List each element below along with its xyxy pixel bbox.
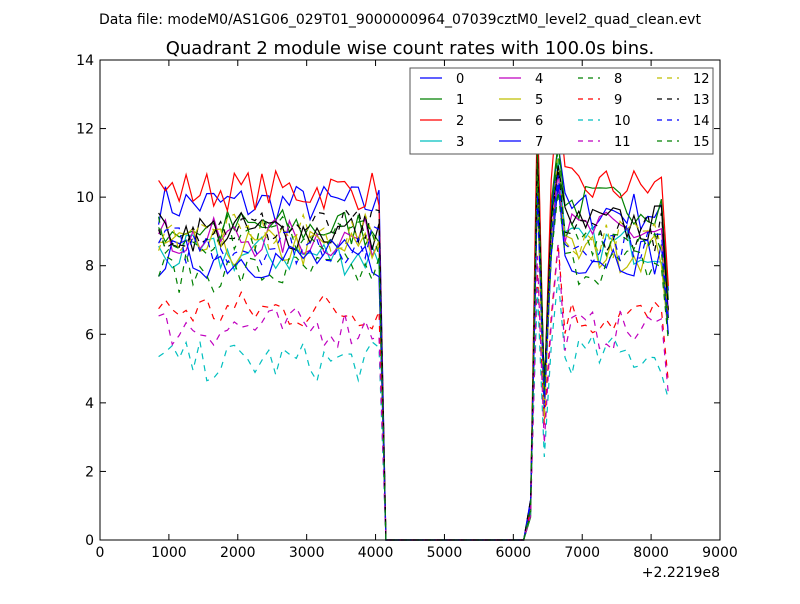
x-tick-label: 1000 — [151, 545, 187, 561]
series-layer — [158, 96, 669, 541]
series-line-5 — [158, 187, 669, 541]
legend-label-2: 2 — [456, 114, 464, 129]
x-tick-label: 6000 — [496, 545, 532, 561]
plot-frame — [99, 59, 721, 541]
series-line-4 — [158, 172, 669, 541]
y-tick-label: 10 — [76, 190, 94, 206]
legend-label-13: 13 — [693, 93, 710, 108]
legend-label-7: 7 — [535, 135, 543, 150]
x-tick-label: 8000 — [633, 545, 669, 561]
x-offset-label: +2.2219e8 — [642, 565, 720, 581]
legend-label-9: 9 — [614, 93, 622, 108]
x-tick-label: 2000 — [220, 545, 256, 561]
series-line-9 — [158, 243, 669, 541]
legend-box — [409, 67, 714, 155]
series-line-10 — [158, 276, 669, 541]
x-tick-label: 9000 — [702, 545, 738, 561]
series-line-12 — [158, 149, 669, 541]
legend-label-15: 15 — [693, 135, 710, 150]
chart-title: Quadrant 2 module wise count rates with … — [166, 38, 655, 59]
series-line-2 — [158, 96, 669, 541]
series-line-15 — [158, 145, 669, 541]
y-tick-label: 4 — [85, 396, 94, 412]
legend-label-4: 4 — [535, 72, 543, 87]
series-line-11 — [158, 244, 669, 541]
x-tick-label: 7000 — [564, 545, 600, 561]
x-tick-label: 4000 — [358, 545, 394, 561]
series-line-6 — [158, 148, 669, 541]
x-tick-label: 3000 — [289, 545, 325, 561]
data-file-label: Data file: modeM0/AS1G06_029T01_90000009… — [99, 12, 701, 28]
series-line-8 — [158, 186, 669, 541]
legend-label-11: 11 — [614, 135, 631, 150]
legend-label-1: 1 — [456, 93, 464, 108]
series-line-0 — [158, 143, 669, 541]
x-tick-label: 5000 — [427, 545, 463, 561]
legend-label-3: 3 — [456, 135, 464, 150]
legend-label-5: 5 — [535, 93, 543, 108]
legend-label-12: 12 — [693, 72, 710, 87]
y-tick-label: 0 — [85, 533, 94, 549]
series-line-13 — [158, 164, 669, 541]
axes-layer: 0 1000 2000 3000 4000 5000 6000 7000 8000 9000 0 2 4… — [76, 53, 738, 561]
series-line-1 — [158, 118, 669, 541]
y-tick-label: 6 — [85, 327, 94, 343]
y-tick-label: 12 — [76, 122, 94, 138]
legend-label-8: 8 — [614, 72, 622, 87]
legend-label-14: 14 — [693, 114, 710, 129]
legend-label-6: 6 — [535, 114, 543, 129]
x-tick-label: 0 — [96, 545, 105, 561]
legend-label-0: 0 — [456, 72, 464, 87]
y-tick-label: 14 — [76, 53, 94, 69]
legend-label-10: 10 — [614, 114, 631, 129]
series-line-14 — [158, 175, 669, 541]
y-tick-label: 8 — [85, 259, 94, 275]
y-tick-label: 2 — [85, 464, 94, 480]
